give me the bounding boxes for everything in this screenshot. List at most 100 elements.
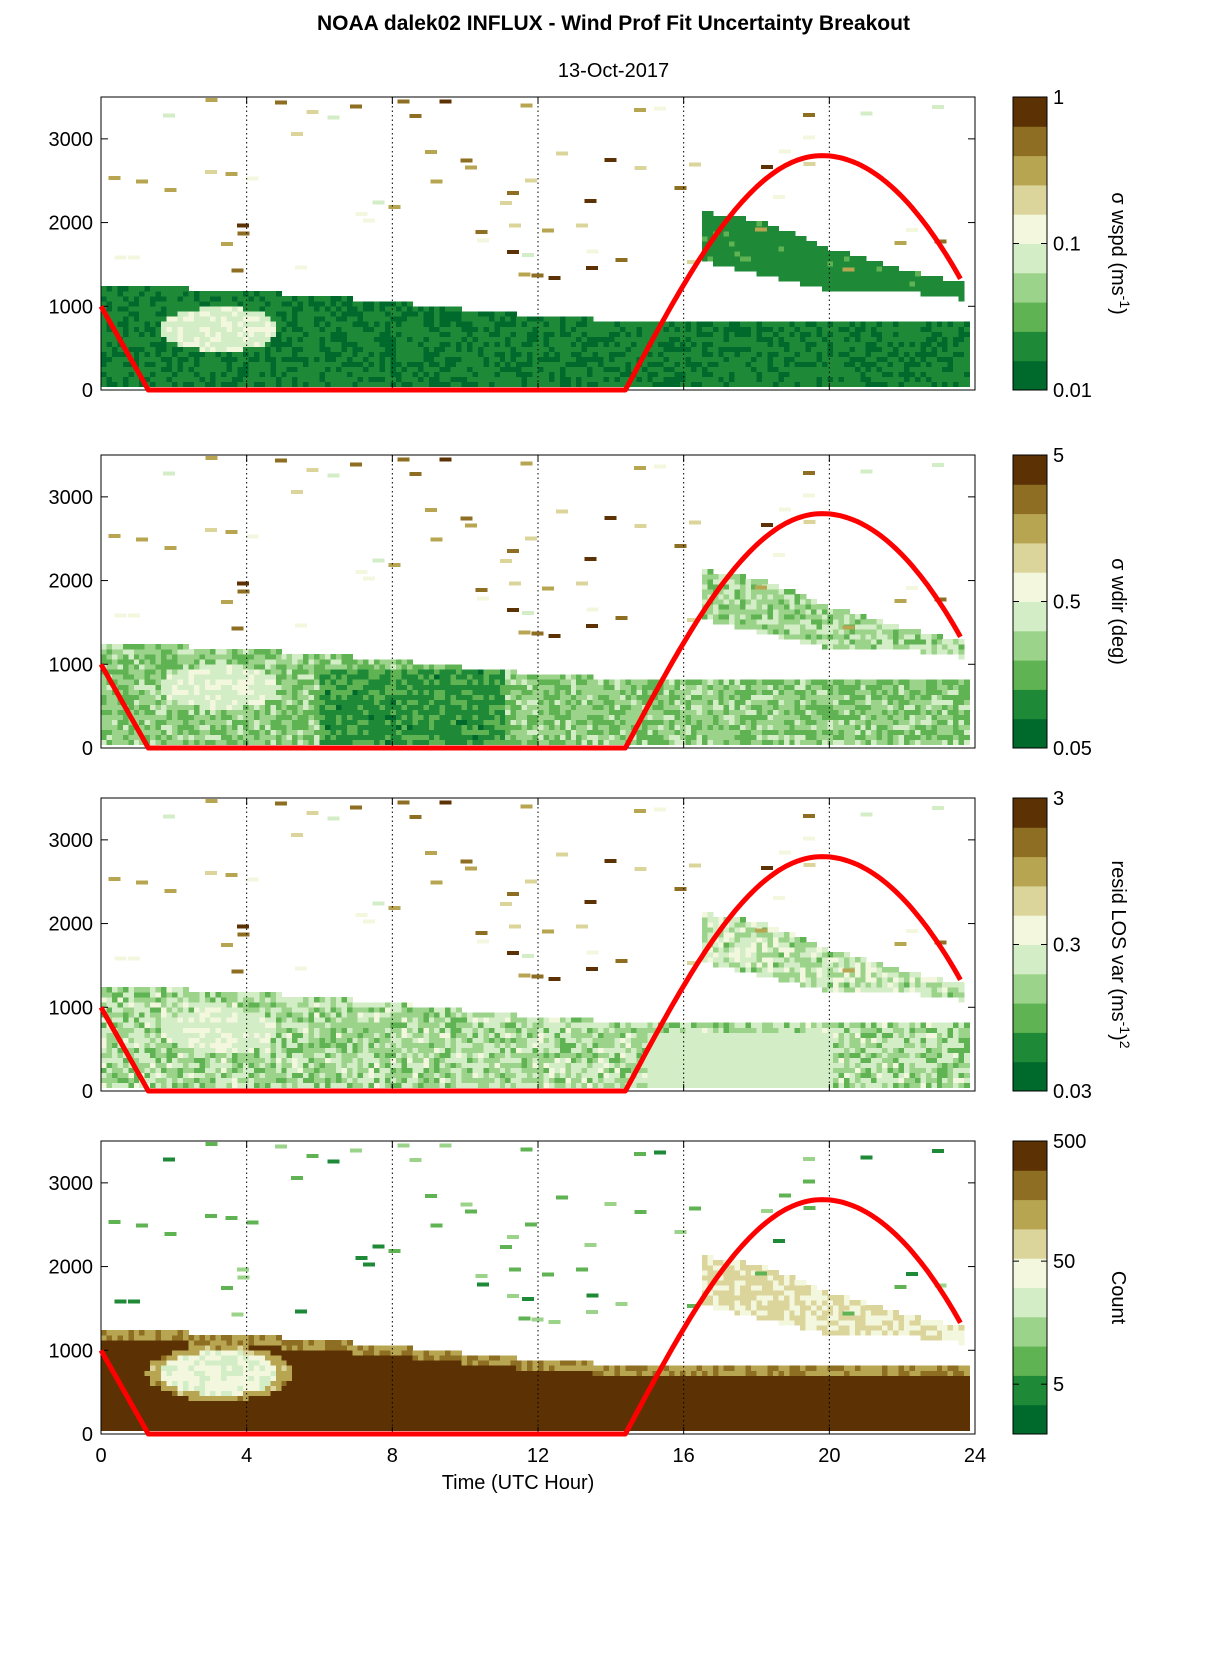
heatmap-cell [199, 704, 206, 710]
heatmap-cell [576, 381, 583, 387]
heatmap-cell [128, 341, 135, 347]
heatmap-cell [723, 679, 730, 685]
heatmap-cell [833, 261, 840, 267]
heatmap-cell [729, 684, 736, 690]
heatmap-cell [472, 331, 479, 337]
heatmap-cell [712, 709, 719, 715]
heatmap-cell [734, 261, 741, 267]
heatmap-cell [816, 251, 823, 257]
heatmap-cell [576, 336, 583, 342]
heatmap-cell [477, 346, 484, 352]
heatmap-cell [833, 266, 840, 272]
heatmap-cell [778, 266, 785, 272]
heatmap-cell [346, 669, 353, 675]
heatmap-cell [188, 649, 195, 655]
heatmap-cell [723, 371, 730, 377]
heatmap-cell [909, 336, 916, 342]
heatmap-cell [210, 714, 217, 720]
heatmap-cell [193, 291, 200, 297]
heatmap-cell [598, 699, 605, 705]
heatmap-cell [199, 296, 206, 302]
heatmap-cell [406, 704, 413, 710]
heatmap-cell [314, 724, 321, 730]
heatmap-cell [931, 321, 938, 327]
heatmap-cell [587, 371, 594, 377]
heatmap-cell [374, 341, 381, 347]
heatmap-cell [641, 356, 648, 362]
heatmap-cell [281, 689, 288, 695]
heatmap-cell [734, 684, 741, 690]
heatmap-cell [325, 699, 332, 705]
heatmap-cell [751, 719, 758, 725]
heatmap-cell [215, 729, 222, 735]
heatmap-cell [718, 321, 725, 327]
heatmap-cell [390, 301, 397, 307]
heatmap-cell [876, 366, 883, 372]
heatmap-cell [740, 256, 747, 262]
heatmap-cell [729, 573, 736, 580]
heatmap-cell [816, 346, 823, 352]
heatmap-cell [161, 346, 168, 352]
heatmap-cell [953, 286, 960, 292]
heatmap-cell [325, 694, 332, 700]
heatmap-cell [581, 704, 588, 710]
heatmap-cell [527, 694, 534, 700]
heatmap-cell [527, 331, 534, 337]
heatmap-cell [172, 704, 179, 710]
heatmap-cell [816, 361, 823, 367]
heatmap-cell [150, 361, 157, 367]
heatmap-cell [751, 256, 758, 262]
heatmap-cell [472, 734, 479, 740]
heatmap-cell [794, 366, 801, 372]
heatmap-cell [914, 366, 921, 372]
heatmap-cell [680, 699, 687, 705]
heatmap-cell [603, 361, 610, 367]
heatmap-cell [259, 664, 266, 670]
heatmap-cell [833, 351, 840, 357]
heatmap-cell [658, 694, 665, 700]
heatmap-cell [308, 674, 315, 680]
heatmap-cell [259, 361, 266, 367]
heatmap-cell [505, 346, 512, 352]
heatmap-cell [122, 376, 129, 382]
heatmap-cell [111, 659, 118, 665]
heatmap-cell [565, 361, 572, 367]
heatmap-cell [177, 689, 184, 695]
heatmap-cell [778, 271, 785, 277]
heatmap-cell [543, 724, 550, 730]
heatmap-cell [117, 346, 124, 352]
heatmap-cell [450, 689, 457, 695]
heatmap-cell [292, 331, 299, 337]
heatmap-cell [264, 351, 271, 357]
heatmap-cell [712, 619, 719, 625]
heatmap-cell [904, 281, 911, 287]
heatmap-cell [838, 281, 845, 287]
heatmap-cell [472, 371, 479, 377]
heatmap-cell [434, 739, 441, 745]
heatmap-cell [925, 291, 932, 297]
heatmap-cell [718, 341, 725, 347]
heatmap-cell [707, 256, 714, 262]
heatmap-cell [538, 699, 545, 705]
heatmap-cell [576, 331, 583, 337]
heatmap-cell [341, 361, 348, 367]
heatmap-cell [379, 709, 386, 715]
heatmap-cell [576, 734, 583, 740]
heatmap-cell [128, 331, 135, 337]
heatmap-cell [652, 346, 659, 352]
heatmap-cell [243, 291, 250, 297]
heatmap-cell [330, 316, 337, 322]
heatmap-cell [964, 336, 971, 342]
heatmap-cell [270, 709, 277, 715]
heatmap-cell [527, 316, 534, 322]
heatmap-cell [275, 326, 282, 332]
heatmap-cell [827, 281, 834, 287]
heatmap-cell [101, 699, 108, 705]
heatmap-cell [122, 699, 129, 705]
heatmap-cell [559, 679, 566, 685]
heatmap-cell [691, 346, 698, 352]
heatmap-cell [144, 699, 151, 705]
heatmap-cell [909, 381, 916, 387]
heatmap-cell [800, 241, 807, 247]
heatmap-cell [166, 734, 173, 740]
